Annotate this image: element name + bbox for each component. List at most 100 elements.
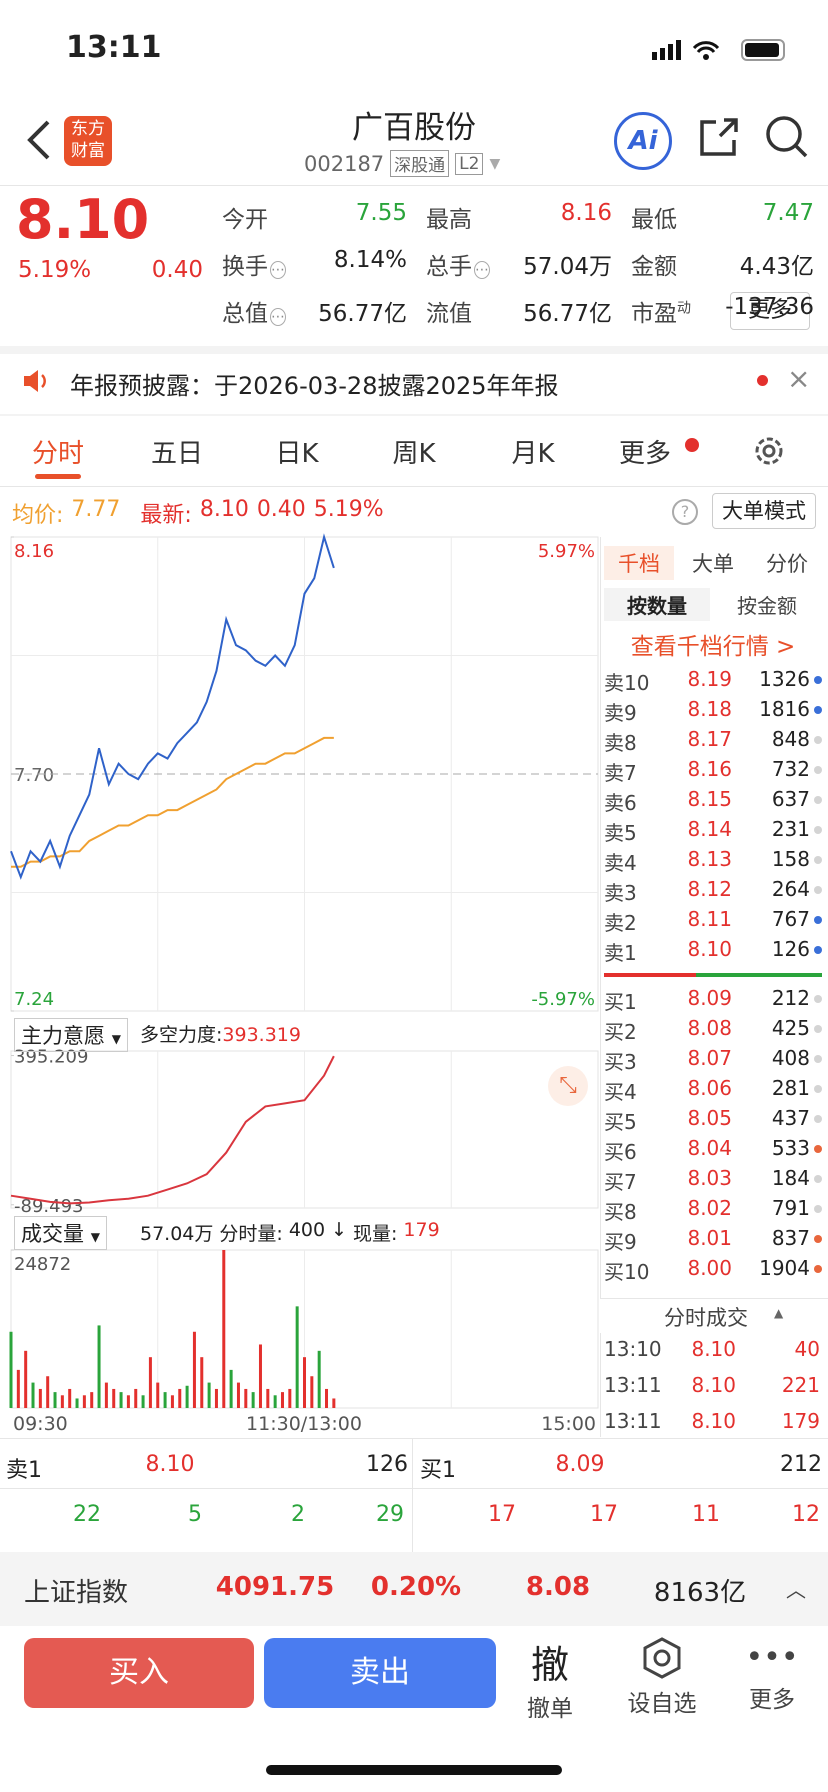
trade-price: 8.10 <box>691 1337 736 1361</box>
book-price: 8.08 <box>687 1016 732 1040</box>
tab[interactable]: 分时 <box>31 439 84 469</box>
share-button[interactable] <box>696 116 740 160</box>
y-tick-label: -89.493 <box>14 1196 83 1217</box>
field-value: 8.16 <box>560 200 612 226</box>
book-label: 卖6 <box>604 791 637 815</box>
tab[interactable]: 日K <box>275 439 319 469</box>
book-label: 买10 <box>604 1260 650 1284</box>
expand-button[interactable]: ⤡ <box>548 1066 588 1106</box>
book-dot <box>814 766 822 774</box>
search-button[interactable] <box>764 114 810 160</box>
separator <box>0 414 828 416</box>
volume-bar <box>192 1331 196 1408</box>
volume-bar <box>31 1382 35 1408</box>
book-price: 8.04 <box>687 1136 732 1160</box>
mode-button[interactable]: 大单模式 <box>712 493 816 529</box>
count: 2 <box>291 1502 305 1527</box>
volume-bar <box>156 1382 160 1408</box>
tab[interactable]: 月K <box>511 439 555 469</box>
volume-bar <box>119 1392 123 1408</box>
book-dot <box>814 1145 822 1153</box>
book-dot <box>814 1055 822 1063</box>
count: 29 <box>376 1502 404 1527</box>
field-label: 最高 <box>426 207 472 233</box>
help-icon[interactable]: ? <box>672 499 698 525</box>
avg-line <box>11 736 334 868</box>
info-icon[interactable]: ⋯ <box>270 308 286 326</box>
watch-button[interactable]: 设自选 <box>612 1636 712 1718</box>
x-label: 09:30 <box>13 1413 68 1435</box>
best-divider <box>412 1438 413 1552</box>
field-value: 7.55 <box>355 200 407 226</box>
book-label: 买9 <box>604 1230 637 1254</box>
volume-select[interactable]: 成交量 ▼ <box>14 1216 107 1250</box>
book-dot <box>814 1205 822 1213</box>
x-label: 11:30/13:00 <box>246 1413 362 1435</box>
info-icon[interactable]: ⋯ <box>474 261 490 279</box>
book-volume: 1816 <box>759 697 810 721</box>
book-label: 买8 <box>604 1200 637 1224</box>
book-volume: 637 <box>771 787 810 811</box>
more-actions[interactable]: ••• 更多 <box>732 1636 812 1714</box>
field-label: 市盈动 <box>631 300 691 327</box>
settings-button[interactable] <box>752 434 786 468</box>
trade-time: 13:11 <box>604 1373 662 1397</box>
count: 5 <box>188 1502 202 1527</box>
book-dot <box>814 1115 822 1123</box>
book-tab[interactable]: 千档 <box>604 546 674 580</box>
volume-bar <box>303 1357 306 1408</box>
sell-button[interactable]: 卖出 <box>264 1638 496 1708</box>
indicator-select[interactable]: 主力意愿 ▼ <box>14 1018 128 1052</box>
book-tab[interactable]: 大单 <box>692 552 734 576</box>
book-sub[interactable]: 按金额 <box>737 594 797 618</box>
tab[interactable]: 周K <box>392 439 436 469</box>
book-dot <box>814 1235 822 1243</box>
badge: L2 <box>455 152 484 175</box>
book-dot <box>814 946 822 954</box>
book-label: 买6 <box>604 1140 637 1164</box>
book-dot <box>814 736 822 744</box>
trades-header <box>600 1298 828 1333</box>
volume-bar <box>46 1376 50 1408</box>
book-dot <box>814 886 822 894</box>
buy-button[interactable]: 买入 <box>24 1638 254 1708</box>
speaker-icon <box>24 370 46 392</box>
metric-label: 多空力度: <box>140 1024 223 1046</box>
book-sub[interactable]: 按数量 <box>604 588 710 621</box>
notice[interactable]: 年报预披露：于2026-03-28披露2025年年报 <box>70 372 559 400</box>
back-button[interactable] <box>24 118 54 162</box>
volume-summary: 57.04万 分时量: 400 ↓ 现量: 179 <box>140 1219 440 1246</box>
volume-bar <box>163 1392 167 1408</box>
trade-volume: 221 <box>781 1373 820 1397</box>
best-price: 8.09 <box>555 1452 605 1477</box>
volume-bar <box>295 1306 299 1408</box>
count: 12 <box>792 1502 820 1527</box>
separator <box>0 346 828 354</box>
y-tick-label: 7.70 <box>14 765 54 786</box>
indicator-line <box>10 1055 335 1205</box>
status-icons <box>652 39 785 61</box>
book-price: 8.09 <box>687 986 732 1010</box>
best-label: 卖1 <box>6 1458 42 1483</box>
index-bar[interactable] <box>0 1552 828 1626</box>
book-label: 买3 <box>604 1050 637 1074</box>
tab[interactable]: 五日 <box>150 439 203 469</box>
more-button[interactable]: 更多 <box>730 292 810 330</box>
volume-bar <box>251 1392 255 1408</box>
indicator-metric: 多空力度:393.319 <box>140 1020 301 1047</box>
close-notice[interactable]: × <box>787 362 811 395</box>
book-link[interactable]: 查看千档行情 > <box>630 634 796 660</box>
cancel-button[interactable]: 撤撤单 <box>510 1634 590 1723</box>
book-price: 8.07 <box>687 1046 732 1070</box>
book-tab[interactable]: 分价 <box>766 552 808 576</box>
tab[interactable]: 更多 <box>618 439 671 469</box>
ai-button[interactable]: Ai <box>614 112 672 170</box>
book-price: 8.00 <box>687 1256 732 1280</box>
info-icon[interactable]: ⋯ <box>270 261 286 279</box>
cancel-icon: 撤 <box>530 1643 569 1687</box>
book-price: 8.03 <box>687 1166 732 1190</box>
count: 22 <box>73 1502 101 1527</box>
volume-bar <box>229 1369 233 1408</box>
arrow: ↓ <box>331 1219 347 1241</box>
